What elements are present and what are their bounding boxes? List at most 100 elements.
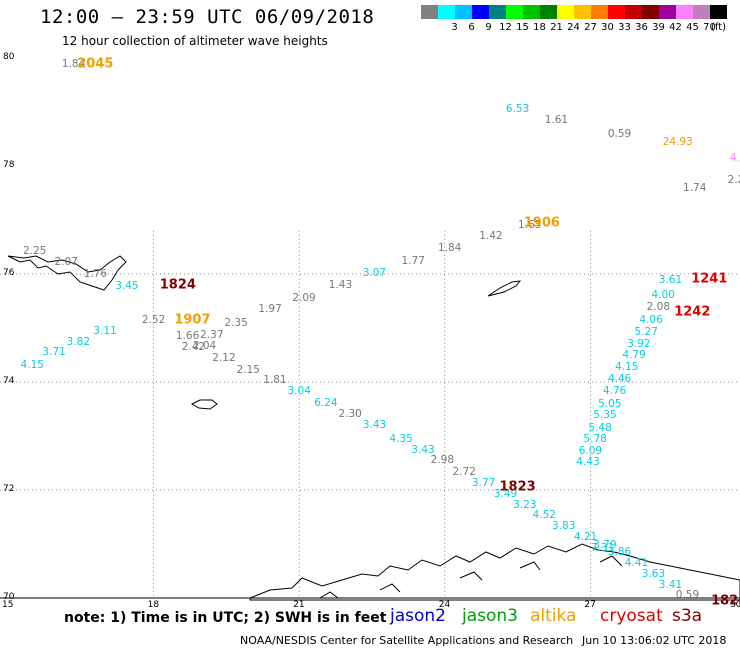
wave-height-value: 6.09 (578, 444, 603, 457)
wave-height-value: 2.07 (54, 255, 78, 268)
wave-height-value: 3.71 (42, 346, 66, 359)
pass-time-label: 182… (711, 593, 740, 609)
wave-height-value: 4.06 (639, 313, 663, 326)
legend-label: 3 (451, 22, 458, 33)
lat-label: 72 (3, 484, 15, 494)
wave-height-value: 2.30 (338, 408, 362, 421)
wave-height-value: 2.25 (22, 244, 47, 257)
wave-height-value: 4.52 (532, 509, 556, 522)
legend-label: 12 (499, 22, 512, 33)
legend-swatch (421, 5, 438, 19)
satellite-name: cryosat (600, 606, 663, 626)
satellite-name: s3a (672, 606, 703, 626)
legend-swatch (693, 5, 710, 19)
wave-height-value: 1.76 (83, 268, 108, 280)
wave-height-value: 2.98 (430, 454, 455, 467)
wave-height-value: 2.37 (200, 329, 224, 342)
wave-height-value: 4.41 (624, 556, 649, 569)
legend-label: 36 (635, 22, 648, 33)
wave-height-value: 4.79 (622, 349, 646, 361)
legend-swatch (455, 5, 472, 19)
wave-height-value: 3.11 (93, 324, 117, 337)
wave-height-value: 3.43 (411, 443, 435, 456)
legend-swatch (676, 5, 693, 19)
wave-height-value: 0.59 (607, 127, 632, 140)
pass-time-label: 2045 (77, 56, 114, 72)
wave-height-value: 4.15 (615, 361, 639, 374)
wave-height-value: 1.43 (328, 278, 353, 291)
wave-height-value: 2.35 (224, 316, 248, 329)
lat-label: 70 (3, 592, 15, 602)
color-legend: 3 6 9 12 15 18 21 24 27 30 33 36 39 42 45 70 (ft) (421, 5, 731, 35)
legend-swatch (642, 5, 659, 19)
legend-swatch (523, 5, 540, 19)
wave-height-value: 6.53 (505, 103, 530, 116)
wave-height-value: 3.07 (362, 266, 387, 279)
wave-height-value: 3.04 (287, 385, 311, 398)
wave-height-value: 3.41 (658, 578, 683, 591)
pass-time-label: 1907 (174, 312, 211, 328)
wave-height-value: 2.2 (727, 173, 740, 186)
wave-height-value: 3.77 (471, 476, 496, 489)
wave-height-value: 4.00 (651, 288, 675, 301)
satellite-name: altika (530, 606, 577, 626)
wave-height-value: 2.72 (452, 466, 476, 479)
legend-label: 15 (516, 22, 529, 33)
legend-label: 24 (567, 22, 580, 33)
lat-label: 76 (3, 268, 15, 278)
lat-label: 78 (3, 160, 15, 170)
legend-label: 70 (703, 22, 716, 33)
legend-unit: (ft) (711, 22, 727, 33)
wave-height-value: 4.76 (602, 385, 627, 398)
wave-height-value: 2.15 (236, 363, 260, 376)
legend-label: 18 (533, 22, 546, 33)
wave-height-value: 5.35 (593, 409, 617, 422)
pass-time-label: 1823 (499, 479, 536, 495)
wave-height-value: 4.46 (607, 373, 632, 386)
wave-height-value: 3.49 (493, 487, 518, 500)
wave-height-value: 1.42 (479, 230, 503, 243)
wave-height-value: 2.12 (212, 351, 236, 364)
coastline-outlines (7, 255, 740, 601)
wave-height-value: 1.61 (544, 114, 569, 127)
page-title: 12:00 – 23:59 UTC 06/09/2018 (40, 6, 375, 28)
wave-height-value: 4.15 (20, 358, 44, 371)
pass-time-label: 1906 (523, 215, 560, 231)
legend-swatch (489, 5, 506, 19)
wave-height-value: 3.63 (641, 567, 666, 580)
wave-height-value: 0.59 (675, 589, 700, 602)
legend-label: 21 (550, 22, 563, 33)
wave-height-value: 5.78 (583, 432, 607, 445)
legend-swatch (574, 5, 591, 19)
wave-height-value: 2.42 (181, 340, 206, 353)
wave-height-value: 4.43 (576, 455, 600, 468)
wave-height-value: 1.84 (437, 242, 462, 255)
satellite-name: jason2 (390, 606, 446, 626)
legend-swatch (506, 5, 523, 19)
wave-height-value: 3.79 (593, 539, 617, 552)
wave-height-value: 4… (729, 151, 740, 164)
wave-height-value: 1.84 (61, 57, 86, 70)
satellite-name: jason3 (462, 606, 518, 626)
wave-height-value: 2.52 (141, 313, 166, 326)
wave-height-value: 3.83 (552, 520, 576, 533)
wave-height-value: 3.92 (627, 338, 651, 351)
legend-label: 42 (669, 22, 682, 33)
lon-label: 21 (293, 600, 305, 610)
legend-swatch (557, 5, 574, 19)
legend-label: 27 (584, 22, 597, 33)
wave-height-value: 3.45 (115, 279, 139, 292)
legend-swatch (710, 5, 727, 19)
wave-height-value: 4.21 (573, 530, 598, 543)
legend-swatch (591, 5, 608, 19)
wave-height-value: 24.93 (662, 135, 693, 148)
lon-label: 27 (584, 600, 596, 610)
legend-swatch (438, 5, 455, 19)
credit-text: NOAA/NESDIS Center for Satellite Applica… (240, 634, 574, 647)
lon-label: 24 (438, 600, 451, 610)
legend-label: 30 (601, 22, 614, 33)
wave-height-value: 2.09 (292, 292, 316, 305)
timestamp-text: Jun 10 13:06:02 UTC 2018 (582, 634, 727, 647)
legend-swatch (608, 5, 625, 19)
